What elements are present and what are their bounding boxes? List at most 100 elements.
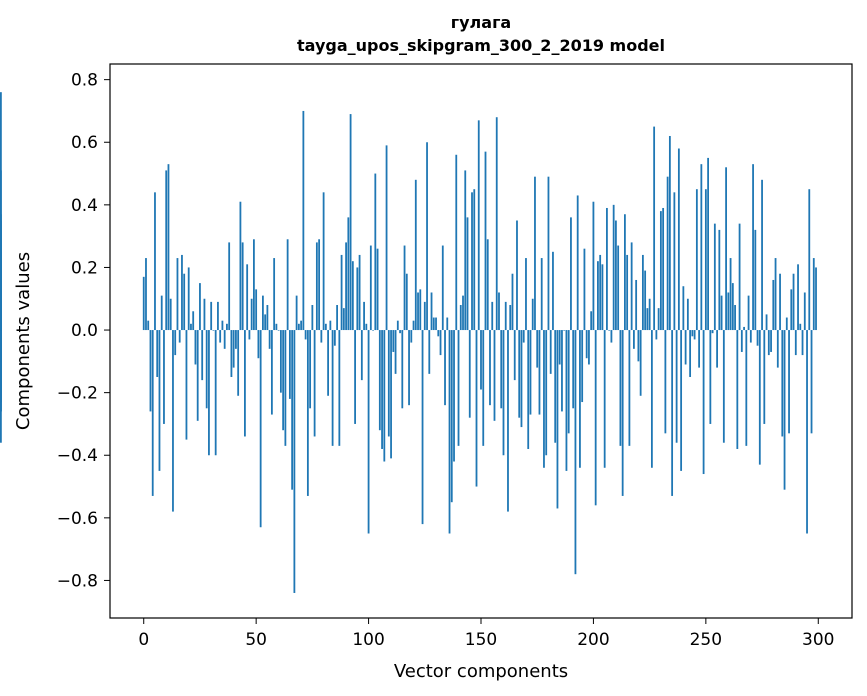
bar: [329, 320, 332, 331]
bar: [803, 292, 806, 331]
bar: [300, 320, 303, 331]
bar: [639, 330, 642, 396]
bar: [235, 330, 237, 349]
bar: [462, 295, 464, 331]
bar: [223, 330, 226, 349]
bar: [716, 330, 718, 368]
bar: [743, 326, 745, 331]
bar: [327, 330, 329, 396]
bar: [302, 110, 305, 331]
bar: [752, 164, 754, 331]
bar: [522, 330, 525, 343]
bar: [713, 223, 716, 331]
bar: [747, 295, 750, 331]
bar: [677, 148, 680, 331]
bar: [239, 201, 242, 331]
bar: [378, 330, 381, 431]
bar: [410, 330, 413, 343]
bar: [606, 207, 608, 331]
bar: [565, 330, 568, 471]
bar: [194, 330, 197, 365]
bar: [277, 330, 280, 331]
bar: [630, 242, 633, 331]
bar: [142, 276, 145, 331]
bar: [749, 330, 752, 343]
bar: [176, 258, 179, 331]
bar: [190, 323, 192, 331]
bar: [722, 330, 725, 443]
bar: [464, 170, 467, 331]
bar: [214, 330, 217, 456]
bar: [174, 330, 177, 356]
bar: [729, 258, 732, 331]
bar: [588, 330, 590, 365]
bar: [583, 248, 586, 331]
bar: [444, 330, 446, 406]
bar: [421, 330, 424, 525]
bar: [731, 283, 734, 331]
bar: [529, 330, 532, 415]
bar: [790, 289, 793, 331]
bar: [549, 330, 552, 374]
x-tick-label: 300: [802, 630, 834, 650]
bar: [626, 254, 629, 331]
bar: [275, 323, 278, 331]
bar: [322, 192, 325, 331]
bar: [480, 330, 482, 390]
bar: [336, 305, 338, 331]
bar: [657, 308, 660, 331]
bar: [381, 330, 383, 449]
bar: [590, 311, 593, 331]
bar: [428, 330, 431, 374]
bar: [262, 295, 264, 331]
bar: [160, 295, 163, 331]
bar: [399, 330, 401, 334]
bar: [531, 298, 534, 331]
y-axis-label: Components values: [13, 252, 34, 430]
y-tick-label: 0.6: [71, 133, 98, 153]
bar: [655, 330, 658, 340]
y-tick-label: 0.2: [71, 258, 98, 278]
bar: [745, 330, 748, 446]
bar: [554, 330, 557, 443]
bar: [581, 330, 584, 403]
bar: [297, 323, 300, 331]
bar: [396, 320, 399, 331]
bar: [232, 330, 235, 368]
bar: [430, 292, 433, 331]
bar: [414, 179, 417, 331]
bar: [187, 267, 190, 331]
bar: [754, 229, 757, 331]
bar: [502, 330, 505, 456]
bar: [538, 330, 541, 415]
bar: [156, 330, 159, 377]
bar: [662, 207, 665, 331]
bar: [221, 320, 224, 331]
bar: [475, 330, 478, 487]
bar: [628, 330, 631, 446]
bar: [673, 192, 676, 331]
bar: [776, 330, 779, 368]
bar: [340, 254, 343, 331]
bar: [767, 330, 770, 356]
bar: [599, 254, 602, 331]
bar: [545, 330, 548, 456]
bar: [765, 314, 768, 331]
bar: [675, 330, 678, 443]
bar: [385, 145, 388, 331]
bar: [698, 330, 700, 368]
bar: [644, 270, 647, 331]
bar: [450, 330, 453, 503]
bar: [426, 142, 428, 331]
bar: [205, 330, 208, 409]
bar: [689, 330, 692, 377]
bar: [338, 330, 341, 446]
bar: [570, 217, 572, 331]
bar: [650, 330, 653, 468]
bar: [266, 305, 269, 331]
chart-title: гулага: [451, 13, 511, 32]
bar: [518, 330, 521, 418]
bar: [810, 330, 813, 434]
bar: [493, 330, 496, 421]
